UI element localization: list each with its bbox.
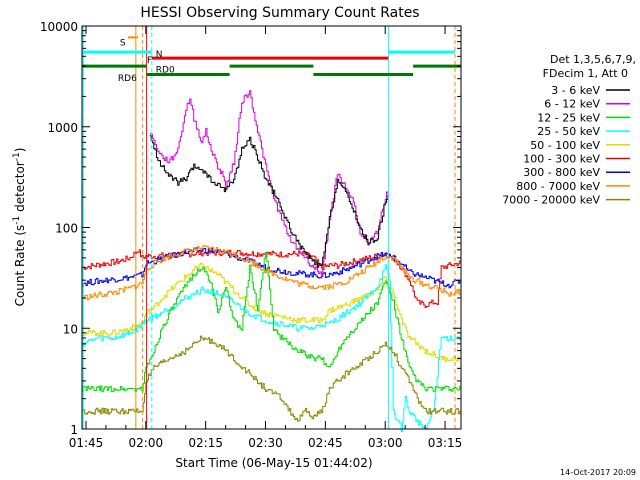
x-tick-label-5: 03:00 <box>368 436 403 450</box>
y-tick-label-0: 1 <box>70 423 78 437</box>
series-line-0 <box>82 249 461 308</box>
legend-header-decim: FDecim 1, Att 0 <box>543 67 628 80</box>
x-tick-label-3: 02:30 <box>248 436 283 450</box>
ylabel-sup2: -1 <box>12 152 22 161</box>
y-axis-label: Count Rate (s-1 detector-1) <box>12 148 27 307</box>
legend: Det 1,3,5,6,7,9, FDecim 1, Att 0 3 - 6 k… <box>502 53 636 207</box>
series-line-3 <box>82 262 461 362</box>
series-line-4 <box>82 264 461 433</box>
series-line-7 <box>149 90 390 277</box>
x-tick-label-0: 01:45 <box>69 436 104 450</box>
x-tick-label-6: 03:15 <box>428 436 463 450</box>
ylabel-end: ) <box>13 148 27 153</box>
legend-label-3: 25 - 50 keV <box>537 125 600 138</box>
series-line-5 <box>82 252 461 393</box>
series-layer <box>82 90 461 433</box>
series-line-8 <box>149 135 390 268</box>
legend-label-7: 800 - 7000 keV <box>516 180 600 193</box>
chart-title: HESSI Observing Summary Count Rates <box>140 5 419 21</box>
legend-label-1: 6 - 12 keV <box>544 98 600 111</box>
y-tick-label-4: 10000 <box>40 20 78 34</box>
ylabel-main: Count Rate (s <box>13 225 27 307</box>
legend-label-2: 12 - 25 keV <box>537 111 600 124</box>
y-tick-label-3: 1000 <box>47 121 78 135</box>
legend-label-5: 100 - 300 keV <box>523 153 600 166</box>
series-line-2 <box>82 245 461 301</box>
timestamp: 14-Oct-2017 20:09 <box>560 468 636 477</box>
annotation-rd0: RD0 <box>156 65 175 75</box>
overlay-layer: S NF RD0 RD6 <box>82 26 461 429</box>
ylabel-mid: detector <box>13 161 27 216</box>
y-tick-label-2: 100 <box>55 222 78 236</box>
x-tick-label-1: 02:00 <box>129 436 164 450</box>
legend-label-0: 3 - 6 keV <box>551 84 600 97</box>
axis-layer: 01:45 02:00 02:15 02:30 02:45 03:00 03:15 1 10 10… <box>40 20 463 450</box>
x-tick-label-2: 02:15 <box>188 436 223 450</box>
series-line-6 <box>82 335 461 422</box>
legend-label-8: 7000 - 20000 keV <box>502 194 600 207</box>
series-line-1 <box>82 247 461 289</box>
annotation-n: N <box>156 50 163 60</box>
x-tick-label-4: 02:45 <box>308 436 343 450</box>
ylabel-sup1: -1 <box>12 216 22 225</box>
x-axis-label: Start Time (06-May-15 01:44:02) <box>175 456 372 470</box>
annotation-rd6: RD6 <box>118 74 137 84</box>
annotation-f: F <box>147 56 152 66</box>
legend-label-6: 300 - 800 keV <box>523 166 600 179</box>
y-tick-label-1: 10 <box>63 322 78 336</box>
legend-header-detectors: Det 1,3,5,6,7,9, <box>550 53 636 66</box>
legend-label-4: 50 - 100 keV <box>530 139 600 152</box>
annotation-s: S <box>120 39 126 49</box>
